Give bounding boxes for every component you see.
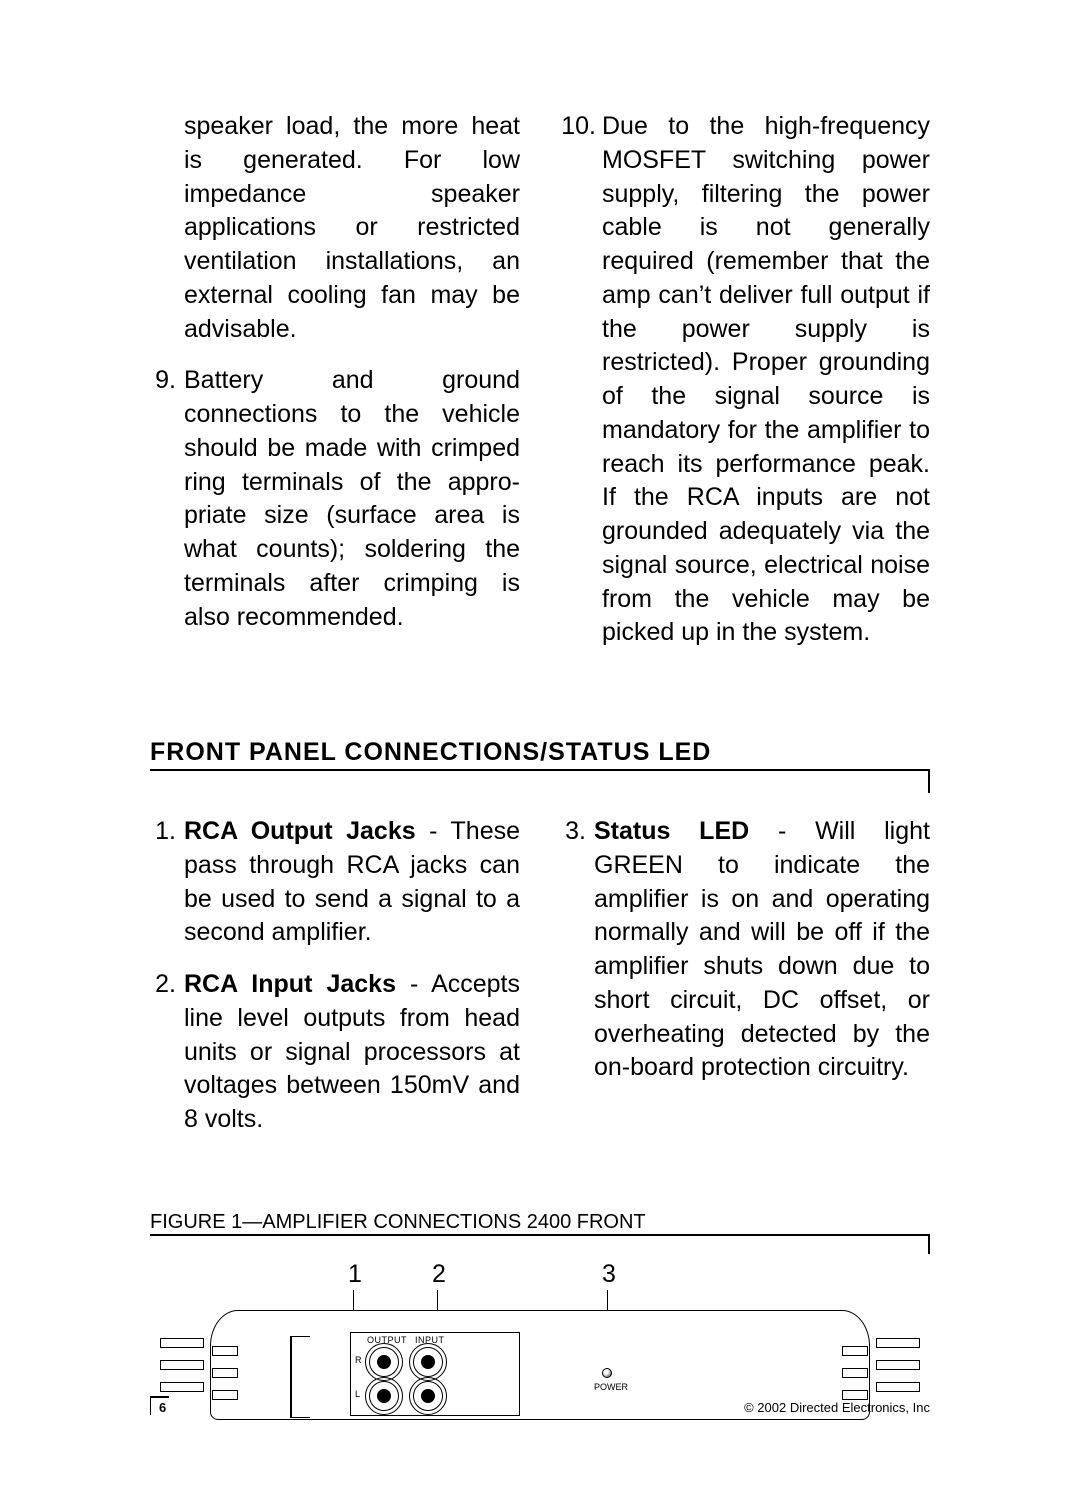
item-10: 10. Due to the high-frequency MOSFET swi… [560, 110, 930, 650]
bracket-icon [290, 1417, 310, 1419]
front-item-3-text: Status LED - Will light GREEN to indicat… [594, 815, 930, 1085]
item-9: 9. Battery and ground connections to the… [150, 364, 520, 634]
figure-rule [150, 1234, 930, 1254]
front-item-2: 2. RCA Input Jacks - Accepts line level … [150, 968, 520, 1137]
fin-icon [160, 1382, 204, 1392]
fin-icon [160, 1360, 204, 1370]
power-label: POWER [594, 1382, 628, 1392]
front-columns: 1. RCA Output Jacks - These pass through… [150, 815, 930, 1155]
front-item-3-num: 3. [560, 815, 594, 1085]
item-cont: speaker load, the more heat is generated… [150, 110, 520, 346]
front-item-2-bold: RCA Input Jacks [184, 970, 396, 998]
item-9-text: Battery and ground connections to the ve… [184, 364, 520, 634]
copyright: © 2002 Directed Electronics, Inc [744, 1400, 930, 1415]
section-rule [150, 769, 930, 793]
item-cont-text: speaker load, the more heat is generated… [184, 110, 520, 346]
page: speaker load, the more heat is generated… [0, 0, 1080, 1505]
figure-label-2: 2 [432, 1260, 446, 1289]
front-col-left: 1. RCA Output Jacks - These pass through… [150, 815, 520, 1155]
front-item-1-bold: RCA Output Jacks [184, 817, 416, 845]
front-item-1-text: RCA Output Jacks - These pass through RC… [184, 815, 520, 950]
front-item-3-rest: - Will light GREEN to indicate the ampli… [594, 817, 930, 1081]
item-10-text: Due to the high-frequency MOSFET switchi… [602, 110, 930, 650]
figure-label-1: 1 [348, 1260, 362, 1289]
fin-icon [842, 1368, 868, 1378]
figure-caption: FIGURE 1—AMPLIFIER CONNECTIONS 2400 FRON… [150, 1211, 930, 1234]
r-label: R [355, 1355, 362, 1365]
section-title: FRONT PANEL CONNECTIONS/STATUS LED [150, 738, 930, 769]
item-10-num: 10. [560, 110, 602, 650]
upper-columns: speaker load, the more heat is generated… [150, 110, 930, 668]
rca-jack-icon [369, 1347, 399, 1377]
fin-icon [876, 1360, 920, 1370]
power-led-icon [602, 1368, 612, 1378]
fin-icon [212, 1368, 238, 1378]
fin-icon [876, 1382, 920, 1392]
item-9-num: 9. [150, 364, 184, 634]
front-item-2-text: RCA Input Jacks - Accepts line level out… [184, 968, 520, 1137]
figure-label-3: 3 [602, 1260, 616, 1289]
front-col-right: 3. Status LED - Will light GREEN to indi… [560, 815, 930, 1155]
front-item-1-num: 1. [150, 815, 184, 950]
fin-icon [212, 1346, 238, 1356]
fin-icon [842, 1346, 868, 1356]
upper-col-left: speaker load, the more heat is generated… [150, 110, 520, 668]
fin-icon [160, 1338, 204, 1348]
upper-col-right: 10. Due to the high-frequency MOSFET swi… [560, 110, 930, 668]
footer: 6 © 2002 Directed Electronics, Inc [150, 1396, 930, 1415]
rca-jack-icon [413, 1347, 443, 1377]
front-item-2-num: 2. [150, 968, 184, 1137]
front-item-3: 3. Status LED - Will light GREEN to indi… [560, 815, 930, 1085]
bracket-icon [290, 1336, 310, 1338]
front-item-3-bold: Status LED [594, 817, 749, 845]
front-item-1: 1. RCA Output Jacks - These pass through… [150, 815, 520, 950]
fin-icon [876, 1338, 920, 1348]
page-number: 6 [150, 1396, 166, 1415]
